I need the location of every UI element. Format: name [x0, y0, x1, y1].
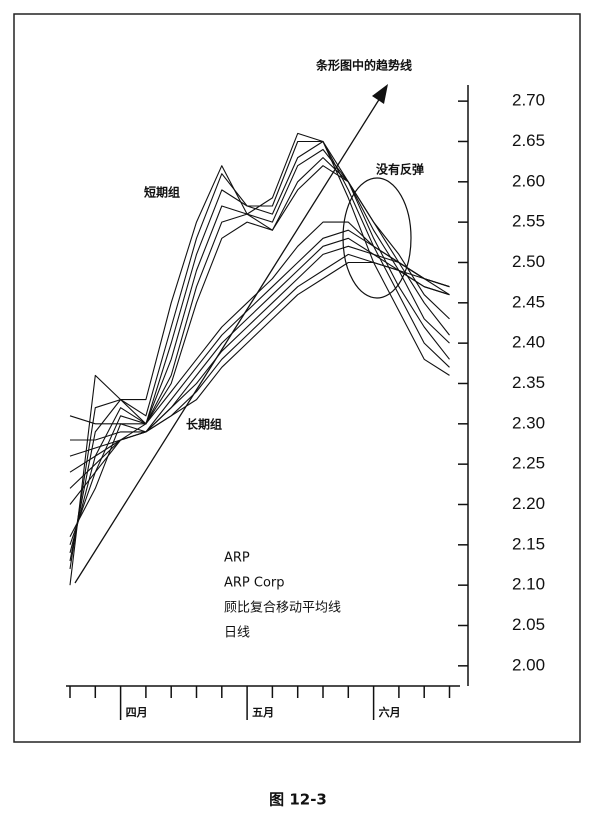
x-tick-label: 六月 — [379, 705, 401, 719]
y-tick-label: 2.40 — [512, 333, 545, 352]
annotation: 条形图中的趋势线 — [315, 58, 412, 73]
caption: 图 12-3 — [269, 791, 327, 809]
trend-line — [74, 97, 381, 584]
y-tick-label: 2.25 — [512, 454, 545, 473]
y-tick-label: 2.35 — [512, 373, 545, 392]
ma-line — [69, 165, 450, 538]
info-line: 顾比复合移动平均线 — [224, 601, 341, 616]
info-line: ARP — [224, 551, 250, 566]
y-tick-label: 2.60 — [512, 171, 545, 190]
ma-line — [69, 148, 450, 554]
y-tick-label: 2.55 — [512, 212, 545, 231]
y-tick-label: 2.10 — [512, 575, 545, 594]
ma-line — [69, 245, 450, 457]
ma-line — [69, 132, 450, 586]
y-tick-label: 2.30 — [512, 413, 545, 432]
y-tick-label: 2.20 — [512, 494, 545, 513]
y-tick-label: 2.45 — [512, 292, 545, 311]
info-line: ARP Corp — [224, 576, 285, 591]
annotation: 没有反弹 — [376, 162, 424, 177]
info-line: 日线 — [224, 626, 250, 641]
y-tick-label: 2.00 — [512, 655, 545, 674]
x-tick-label: 五月 — [252, 706, 274, 719]
y-tick-label: 2.05 — [512, 615, 545, 634]
y-tick-label: 2.50 — [512, 252, 545, 271]
ma-line — [69, 221, 450, 505]
ma-line — [69, 237, 450, 473]
ma-line — [69, 140, 450, 562]
annotation: 长期组 — [186, 417, 222, 432]
ma-line — [69, 261, 450, 433]
frame — [13, 13, 581, 743]
x-tick-label: 四月 — [126, 706, 148, 719]
ma-line — [69, 157, 450, 545]
y-tick-label: 2.15 — [512, 534, 545, 553]
annotation: 短期组 — [144, 185, 180, 200]
trend-arrow — [372, 84, 388, 104]
y-tick-label: 2.65 — [512, 131, 545, 150]
ma-line — [69, 140, 450, 570]
no-rebound-circle — [342, 177, 412, 299]
y-tick-label: 2.70 — [512, 91, 545, 110]
